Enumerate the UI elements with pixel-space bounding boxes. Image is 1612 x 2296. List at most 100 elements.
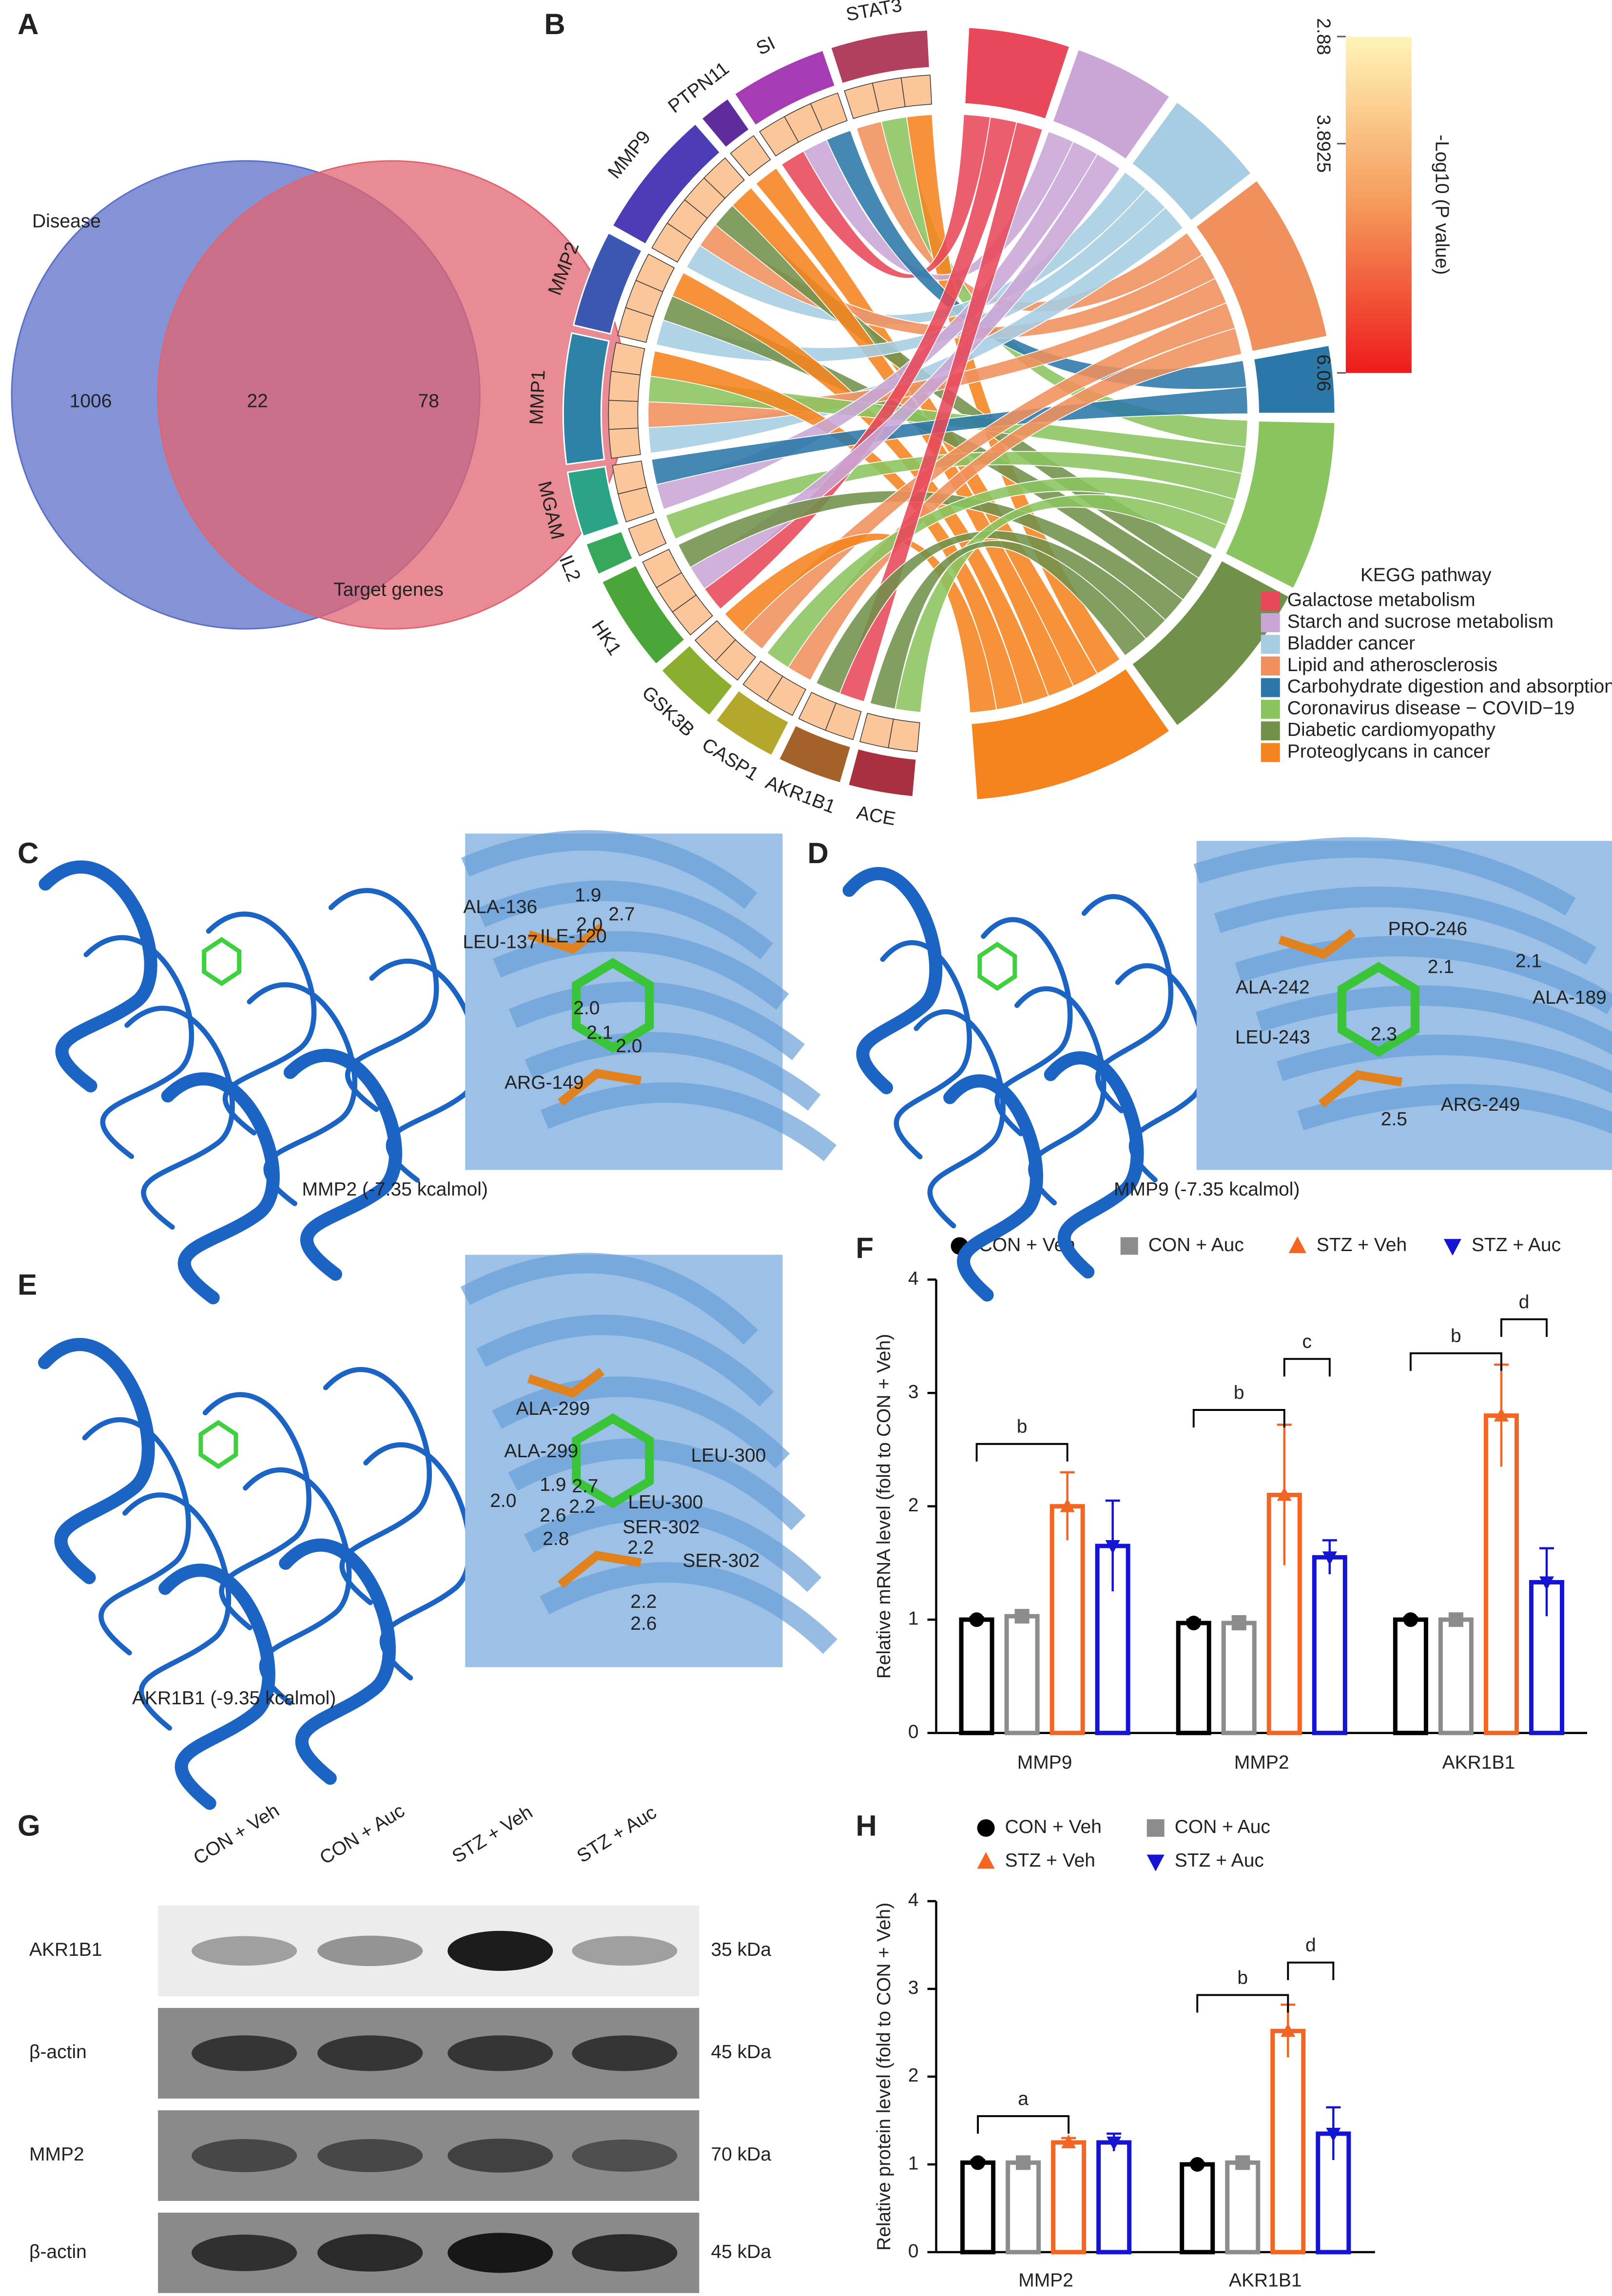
bar [1180, 2162, 1215, 2255]
significance-label: b [1237, 1968, 1248, 1988]
point-marker [1539, 1576, 1554, 1590]
point-marker [1403, 1612, 1418, 1627]
size-label: 70 kDa [711, 2144, 771, 2165]
protein-ribbon [880, 940, 972, 1159]
distance-label: 2.7 [572, 1476, 598, 1497]
point-marker [1107, 2136, 1122, 2151]
protein-ribbon-zoom [1193, 837, 1576, 916]
y-tick-label: 0 [908, 1721, 919, 1742]
point-marker [1105, 1540, 1120, 1554]
protein-ribbon-zoom [1256, 985, 1612, 1055]
ligand-zoom [1338, 962, 1420, 1057]
distance-label: 2.2 [627, 1537, 654, 1558]
legend-label: Carbohydrate digestion and absorption [1287, 676, 1612, 697]
gene-arc [562, 332, 610, 465]
protein-ribbon [981, 917, 1073, 1137]
gene-arc [611, 122, 721, 246]
protein-ribbon [369, 959, 480, 1183]
protein-ribbon [328, 888, 439, 1112]
protein-ribbon-zoom [508, 1438, 806, 1530]
pathway-arc [1193, 178, 1329, 354]
heat-cell [642, 548, 682, 588]
legend-label: STZ + Auc [1472, 1235, 1561, 1255]
y-tick-label: 4 [908, 1890, 919, 1910]
gene-arc [830, 29, 931, 85]
x-tick-label: AKR1B1 [1442, 1752, 1515, 1773]
protein-ribbon-zoom [493, 931, 789, 1010]
residue-sticks [527, 1368, 642, 1588]
significance-bracket [1500, 1318, 1548, 1337]
chord-ribbon [732, 187, 1074, 697]
protein-ribbon [243, 1467, 352, 1706]
gene-arc [584, 530, 634, 576]
legend-swatch [1261, 591, 1280, 611]
residue-label: ALA-136 [463, 897, 537, 918]
bar [1393, 1617, 1428, 1736]
point-marker [977, 1819, 995, 1837]
blot-band [192, 1936, 297, 1966]
legend-label: Galactose metabolism [1287, 590, 1476, 611]
pathway-arc [1050, 47, 1172, 162]
distance-label: 2.7 [608, 904, 635, 925]
distance-label: 2.0 [490, 1490, 516, 1511]
point-marker [1281, 2023, 1296, 2037]
distance-label: 2.2 [569, 1496, 595, 1517]
heat-cell [810, 92, 848, 131]
legend-swatch [1261, 699, 1280, 719]
gene-arc [777, 724, 852, 784]
significance-bracket [1287, 1961, 1335, 1980]
residue-label: PRO-246 [1388, 919, 1468, 940]
point-marker [1016, 2155, 1031, 2170]
point-marker [1231, 1616, 1246, 1631]
protein-ribbon-zoom [540, 1562, 837, 1654]
lane-label: CON + Veh [190, 1800, 283, 1869]
panel-label: F [856, 1232, 874, 1264]
point-marker [1494, 1408, 1509, 1422]
ligand [202, 937, 242, 986]
protein-ribbon [83, 935, 194, 1159]
legend-label: Proteoglycans in cancer [1287, 741, 1490, 762]
colorbar-tick-label: 2.88 [1313, 18, 1334, 55]
blot-band [447, 1930, 553, 1971]
blot-band [447, 2035, 553, 2071]
protein-ribbon [39, 860, 157, 1093]
heat-cell [859, 713, 894, 749]
distance-label: 1.9 [540, 1474, 566, 1495]
y-tick-label: 2 [908, 1495, 919, 1516]
point-marker [1061, 2134, 1076, 2148]
significance-label: d [1519, 1292, 1530, 1312]
y-axis-label: Relative protein level (fold to CON + Ve… [874, 1903, 894, 2251]
protein-ribbon [38, 1338, 155, 1584]
x-tick-label: MMP2 [1234, 1752, 1289, 1773]
legend-swatch [1261, 721, 1280, 741]
chord-ribbon [839, 121, 1044, 702]
bar [1221, 1621, 1257, 1736]
set-count: 1006 [70, 390, 112, 411]
size-label: 45 kDa [711, 2241, 771, 2262]
y-tick-label: 3 [908, 1381, 919, 1402]
protein-ribbon [1115, 963, 1207, 1183]
point-marker [1190, 2157, 1205, 2172]
docking-caption: MMP9 (-7.35 kcalmol) [1114, 1179, 1300, 1200]
protein-ribbon [247, 982, 358, 1206]
panel-label: B [544, 8, 565, 40]
legend-swatch [1261, 613, 1280, 633]
legend-label: Bladder cancer [1287, 633, 1415, 654]
protein-ribbon [202, 1392, 311, 1631]
protein-ribbon-zoom [1297, 1084, 1612, 1134]
protein-ribbon [82, 1417, 191, 1656]
chord-ribbon [690, 153, 1121, 590]
chord-ribbon [724, 533, 997, 714]
colorbar-tick-label: 3.8925 [1313, 115, 1334, 173]
pathway-arc [1129, 99, 1254, 223]
significance-bracket [1283, 1358, 1331, 1377]
bar [1270, 2028, 1306, 2255]
size-label: 45 kDa [711, 2042, 771, 2063]
legend-label: CON + Veh [1005, 1816, 1102, 1837]
y-tick-label: 0 [908, 2240, 919, 2261]
bar [1438, 1617, 1474, 1736]
residue-sticks [527, 924, 642, 1106]
ligand [977, 942, 1017, 991]
legend-label: Diabetic cardiomyopathy [1287, 719, 1496, 740]
